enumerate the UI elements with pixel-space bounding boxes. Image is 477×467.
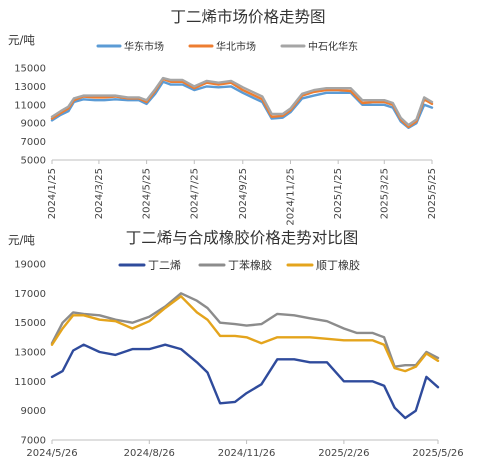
x-tick-label: 2024/5/26 [26,448,77,459]
x-tick-label: 2025/2/26 [318,448,369,459]
chart-1-y-unit: 元/吨 [8,33,35,47]
y-tick-label: 7000 [21,137,46,148]
x-tick-label: 2024/9/25 [238,168,249,219]
legend-label: 中石化华东 [308,40,358,53]
series-line-1 [50,343,440,420]
x-tick-label: 2025/3/25 [379,168,390,219]
x-tick-label: 2024/11/25 [285,168,296,226]
legend-label: 顺丁橡胶 [316,258,360,272]
y-tick-label: 13000 [14,82,46,93]
series-line-1 [50,80,434,130]
series-line-3 [50,295,440,373]
x-tick-label: 2024/11/26 [218,448,276,459]
y-tick-label: 13000 [14,348,46,359]
y-tick-label: 11000 [14,377,46,388]
y-tick-label: 5000 [21,156,46,167]
chart-2-series-group [50,292,440,420]
y-tick-label: 9000 [21,406,46,417]
legend-label: 华东市场 [124,40,164,53]
y-tick-label: 17000 [14,289,46,300]
legend-label: 华北市场 [216,40,256,53]
y-tick-label: 9000 [21,119,46,130]
x-tick-label: 2024/3/25 [94,168,105,219]
chart-2-legend: 丁二烯 丁苯橡胶 顺丁橡胶 [118,258,360,272]
x-tick-label: 2024/8/26 [124,448,175,459]
chart-2-axes: 7000 9000 11000 13000 15000 17000 19000 2024/5/… [14,260,463,460]
chart-1-legend: 华东市场 华北市场 中石化华东 [96,40,358,53]
x-tick-label: 2024/5/25 [142,168,153,219]
series-line-2 [50,292,440,368]
y-tick-label: 7000 [21,436,46,447]
chart-2-title: 丁二烯与合成橡胶价格走势对比图 [126,229,359,247]
y-tick-label: 11000 [14,100,46,111]
chart-1: 丁二烯市场价格走势图 元/吨 华东市场 华北市场 中石化华东 5000 7000 900… [8,8,438,226]
x-tick-label: 2025/5/25 [427,168,438,219]
x-tick-label: 2024/7/25 [189,168,200,219]
chart-1-series-group [50,76,434,130]
x-tick-label: 2025/5/26 [412,448,463,459]
x-tick-label: 2024/1/25 [47,168,58,219]
series-line-3 [50,76,434,127]
legend-label: 丁二烯 [148,259,181,272]
series-line-2 [50,77,434,129]
y-tick-label: 15000 [14,318,46,329]
chart-1-axes: 5000 7000 9000 11000 13000 15000 2024/1/25 2024… [14,64,438,226]
x-tick-label: 2025/1/25 [333,168,344,219]
chart-1-title: 丁二烯市场价格走势图 [170,8,325,26]
chart-2-y-unit: 元/吨 [8,233,35,247]
chart-2: 丁二烯与合成橡胶价格走势对比图 元/吨 丁二烯 丁苯橡胶 顺丁橡胶 7000 9000… [8,229,464,459]
legend-label: 丁苯橡胶 [228,258,272,272]
y-tick-label: 15000 [14,64,46,75]
y-tick-label: 19000 [14,260,46,271]
